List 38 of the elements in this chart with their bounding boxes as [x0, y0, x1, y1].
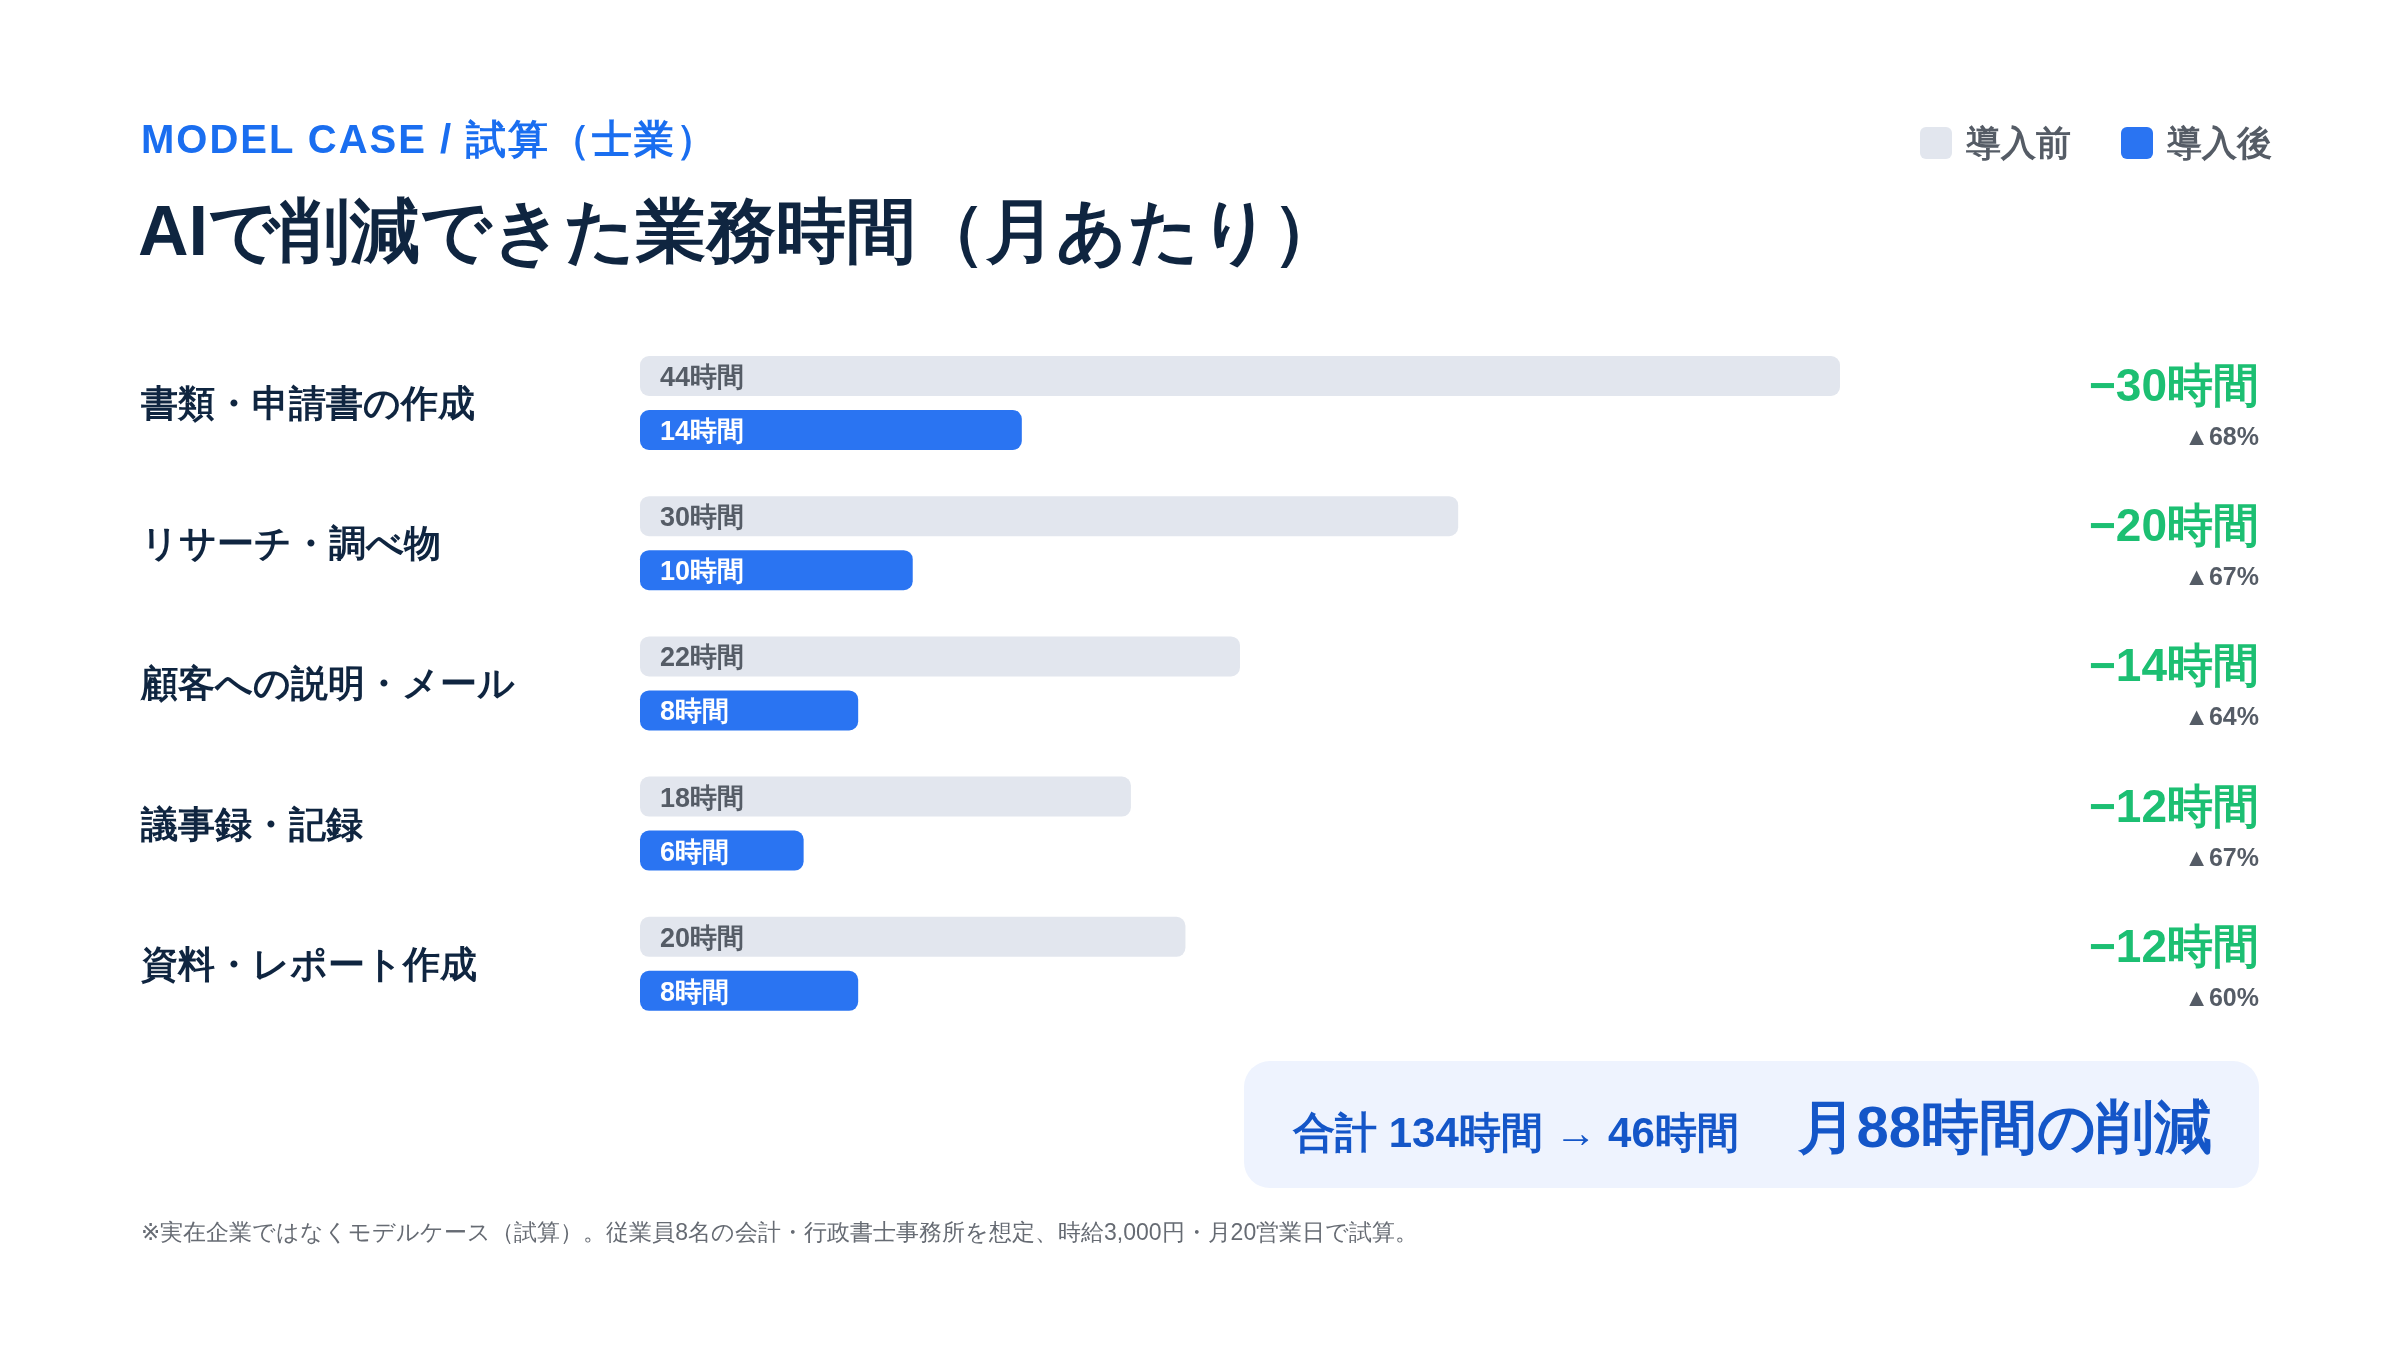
data-label: 44時間	[660, 362, 745, 392]
data-label: 10時間	[660, 556, 745, 587]
text: −12時間	[2088, 919, 2259, 972]
text: −14時間	[2088, 639, 2259, 692]
bar	[640, 356, 1840, 396]
text: 合計 134時間 → 46時間	[1292, 1109, 1739, 1156]
data-label: 8時間	[660, 976, 730, 1007]
text: ※実在企業ではなくモデルケース（試算）。従業員8名の会計・行政書士事務所を想定、時給3,000円・月20営業日で試算。	[141, 1219, 1419, 1245]
legend-label: 導入前	[1965, 123, 2071, 162]
text: −20時間	[2088, 499, 2259, 552]
bar	[640, 916, 1186, 957]
y-tick-label: 資料・レポート作成	[141, 943, 477, 985]
chart-title: AIで削減できた業務時間（月あたり）	[138, 192, 1342, 270]
y-tick-label: 顧客への説明・メール	[140, 663, 515, 705]
y-tick-label: 議事録・記録	[140, 803, 363, 845]
text: ▲67%	[2184, 842, 2259, 871]
text: ▲64%	[2184, 702, 2259, 731]
text: −12時間	[2088, 779, 2259, 832]
bar	[640, 410, 1022, 450]
text: ▲60%	[2184, 982, 2259, 1011]
chart-subtitle: MODEL CASE / 試算（士業）	[141, 117, 719, 161]
bar	[640, 776, 1131, 817]
text: 月88時間の削減	[1797, 1094, 2212, 1159]
data-label: 22時間	[660, 642, 745, 673]
data-label: 20時間	[660, 922, 745, 953]
data-label: 30時間	[660, 502, 745, 533]
legend-label: 導入後	[2166, 123, 2272, 162]
y-tick-label: 書類・申請書の作成	[141, 383, 475, 424]
text: −30時間	[2088, 359, 2259, 411]
bar	[640, 636, 1240, 677]
text: ▲68%	[2184, 422, 2259, 450]
text: ▲67%	[2184, 562, 2259, 591]
y-tick-label: リサーチ・調べ物	[141, 523, 441, 565]
data-label: 6時間	[660, 836, 730, 867]
data-label: 14時間	[660, 416, 745, 446]
data-label: 8時間	[660, 696, 730, 727]
data-label: 18時間	[660, 782, 745, 813]
bar	[640, 496, 1459, 537]
